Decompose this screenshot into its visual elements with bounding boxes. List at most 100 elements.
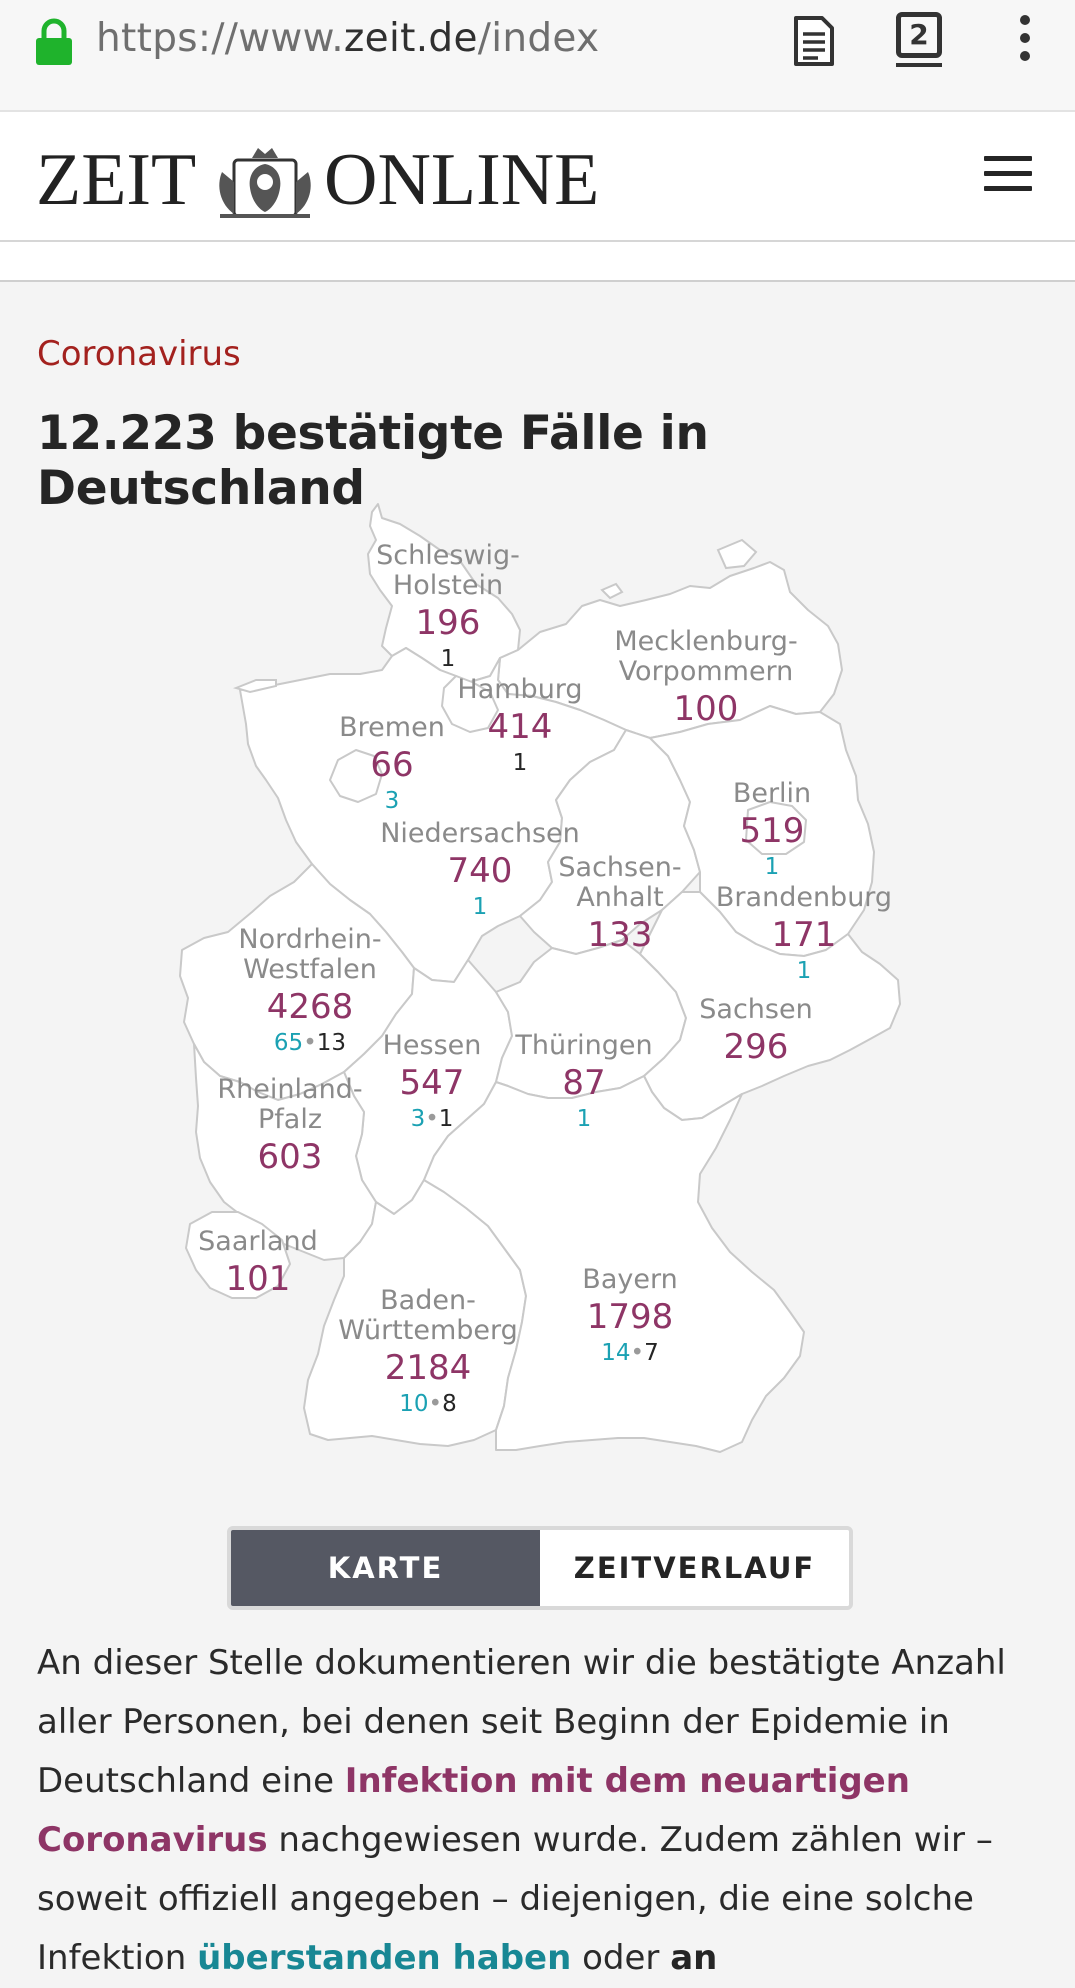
url-text[interactable]: https://www.zeit.de/index (96, 16, 599, 61)
url-domain: zeit.de (343, 16, 478, 61)
state-case-count: 66 (370, 745, 413, 785)
state-name: Hamburg (457, 674, 582, 705)
body-text-part-1: An dieser Stelle dokumentieren wir die b… (37, 1643, 1006, 1801)
browser-url-bar[interactable]: https://www.zeit.de/index 2 (0, 0, 1075, 112)
state-name: Anhalt (576, 882, 663, 913)
state-name: Schleswig- (376, 540, 520, 571)
state-case-count: 740 (448, 851, 513, 891)
view-toggle[interactable]: KARTE ZEITVERLAUF (227, 1526, 853, 1610)
state-name: Berlin (733, 778, 811, 809)
state-case-count: 100 (674, 689, 739, 729)
state-death-count: 7 (644, 1340, 659, 1366)
state-case-count: 101 (226, 1259, 291, 1299)
hamburger-menu-icon[interactable] (984, 156, 1032, 201)
state-sub-counts: 1 (765, 854, 780, 880)
region-bremen (329, 749, 383, 803)
overflow-menu-icon[interactable] (1016, 14, 1034, 64)
state-case-count: 4268 (267, 987, 354, 1027)
state-sub-counts: 10•8 (399, 1391, 457, 1417)
state-name: Westfalen (243, 954, 377, 985)
state-name: Bayern (582, 1264, 677, 1295)
state-name: Vorpommern (619, 656, 794, 687)
state-separator-dot: • (631, 1340, 645, 1366)
state-case-count: 414 (488, 707, 553, 747)
state-case-count: 1798 (587, 1297, 674, 1337)
state-case-count: 603 (258, 1137, 323, 1177)
state-name: Mecklenburg- (614, 626, 797, 657)
link-ueberstanden-haben[interactable]: überstanden haben (197, 1938, 572, 1978)
region-hamburg (441, 675, 499, 733)
state-case-count: 547 (400, 1063, 465, 1103)
state-recovered-count: 3 (385, 788, 400, 814)
state-name: Thüringen (514, 1030, 652, 1061)
tab-karte[interactable]: KARTE (231, 1530, 540, 1606)
state-sub-counts: 1 (797, 958, 812, 984)
state-recovered-count: 1 (473, 894, 488, 920)
url-scheme: https://www. (96, 16, 344, 61)
region-bayern (423, 1075, 805, 1453)
zeit-online-logo[interactable]: ZEIT ONLINE (36, 138, 646, 218)
tab-zeitverlauf[interactable]: ZEITVERLAUF (540, 1530, 849, 1606)
state-recovered-count: 3 (411, 1106, 426, 1132)
state-name: Baden- (380, 1285, 476, 1316)
logo-text-right: ONLINE (324, 139, 599, 218)
tabs-icon[interactable]: 2 (896, 12, 942, 67)
state-name: Hessen (383, 1030, 482, 1061)
state-name: Sachsen (699, 994, 812, 1025)
state-name: Nordrhein- (238, 924, 381, 955)
logo-text-left: ZEIT (36, 139, 196, 218)
state-name: Pfalz (258, 1104, 322, 1135)
state-death-count: 1 (441, 646, 456, 672)
state-name: Württemberg (338, 1315, 518, 1346)
state-name: Niedersachsen (380, 818, 580, 849)
region-saarland (185, 1211, 291, 1299)
article-kicker[interactable]: Coronavirus (37, 334, 241, 374)
state-sub-counts: 65•13 (274, 1030, 346, 1056)
state-recovered-count: 1 (797, 958, 812, 984)
state-case-count: 171 (772, 915, 837, 955)
state-name: Holstein (393, 570, 503, 601)
map-outlines (179, 503, 901, 1453)
reader-mode-icon[interactable] (788, 14, 838, 68)
state-name: Sachsen- (558, 852, 681, 883)
state-death-count: 13 (317, 1030, 346, 1056)
state-recovered-count: 65 (274, 1030, 303, 1056)
state-case-count: 2184 (385, 1348, 472, 1388)
article-body-paragraph: An dieser Stelle dokumentieren wir die b… (37, 1634, 1047, 1988)
state-name: Saarland (198, 1226, 318, 1257)
site-header: ZEIT ONLINE (0, 112, 1075, 242)
eagle-crest-icon (219, 148, 311, 218)
state-separator-dot: • (429, 1391, 443, 1417)
link-infektion-coronavirus[interactable]: Infektion mit dem neuartigen Coronavirus (37, 1761, 910, 1860)
state-recovered-count: 10 (399, 1391, 428, 1417)
state-sub-counts: 1 (513, 750, 528, 776)
state-case-count: 133 (588, 915, 653, 955)
region-sachsen (639, 891, 901, 1121)
state-recovered-count: 1 (765, 854, 780, 880)
body-text-strong: an (670, 1938, 718, 1978)
body-text-part-2: nachgewiesen wurde. Zudem zählen wir – s… (37, 1820, 993, 1978)
state-sub-counts: 3•1 (411, 1106, 454, 1132)
article-headline[interactable]: 12.223 bestätigte Fälle in Deutschland (37, 406, 709, 516)
state-sub-counts: 3 (385, 788, 400, 814)
state-death-count: 1 (513, 750, 528, 776)
state-name: Brandenburg (716, 882, 892, 913)
